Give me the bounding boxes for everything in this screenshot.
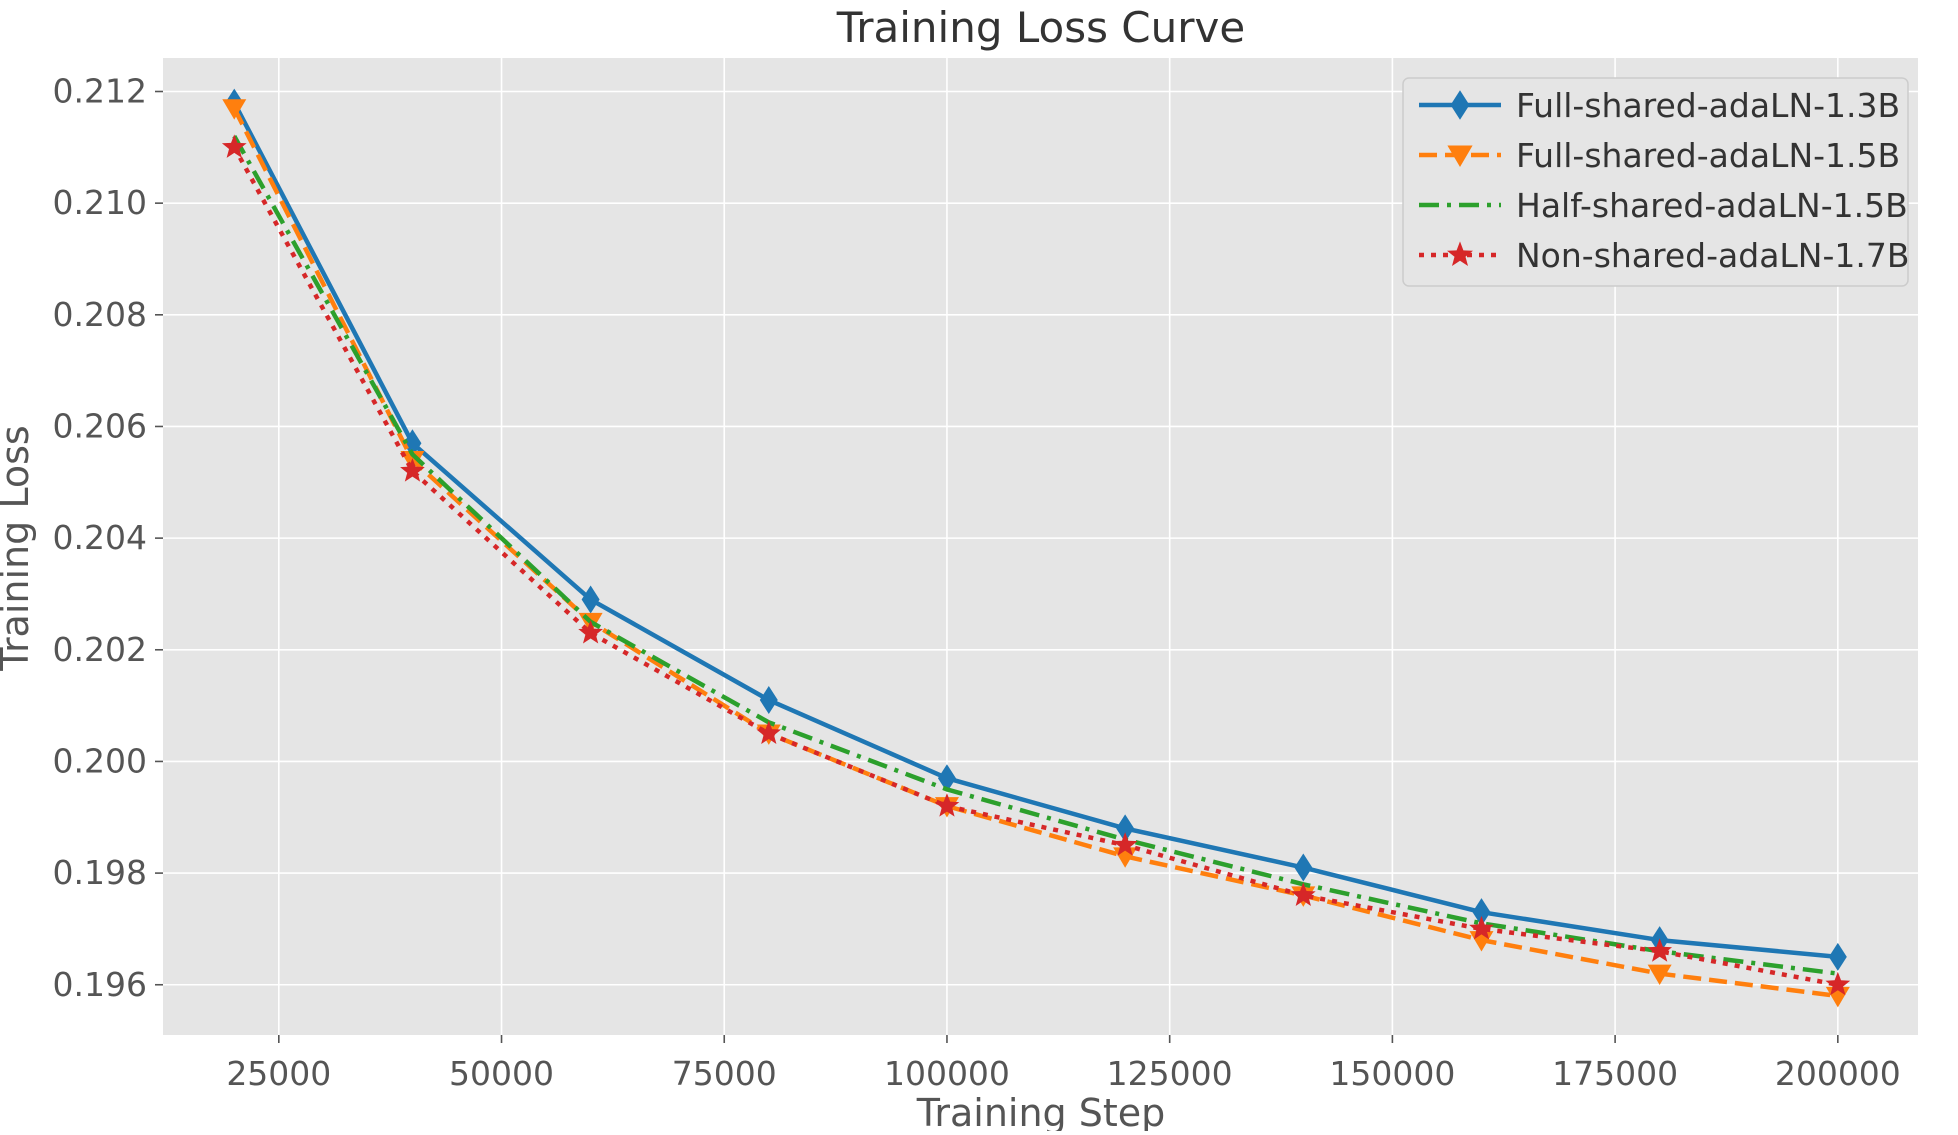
x-tick-label: 25000 (226, 1054, 331, 1093)
y-tick-label: 0.196 (53, 965, 147, 1004)
x-tick-label: 50000 (449, 1054, 554, 1093)
series-line (232, 101, 1839, 960)
y-tick-label: 0.206 (53, 406, 147, 445)
data-point (1647, 964, 1672, 985)
legend-item: Non-shared-adaLN-1.7B (1419, 236, 1910, 275)
x-tick-label: 125000 (1107, 1054, 1233, 1093)
y-tick-label: 0.200 (53, 741, 147, 780)
data-point (1828, 942, 1847, 971)
legend: Full-shared-adaLN-1.3B Full-shared-adaLN-… (1402, 77, 1910, 287)
legend-item: Full-shared-adaLN-1.5B (1419, 136, 1900, 175)
chart-title: Training Loss Curve (836, 3, 1245, 52)
y-tick-label: 0.204 (53, 518, 147, 557)
y-tick-label: 0.202 (53, 630, 147, 669)
x-tick-label: 100000 (884, 1054, 1010, 1093)
series-layer (221, 88, 1851, 1008)
legend-label: Half-shared-adaLN-1.5B (1516, 186, 1908, 225)
data-point (1294, 853, 1313, 882)
x-axis-ticks: 25000 50000 75000 100000 125000 150000 175000 2… (226, 1035, 1901, 1093)
data-point (1469, 915, 1494, 940)
x-tick-label: 200000 (1775, 1054, 1901, 1093)
data-point (1450, 90, 1470, 120)
legend-label: Full-shared-adaLN-1.5B (1516, 136, 1900, 175)
data-point (400, 458, 425, 482)
data-point (934, 793, 960, 817)
data-point (222, 99, 247, 120)
x-tick-label: 175000 (1552, 1054, 1678, 1093)
y-tick-label: 0.212 (53, 71, 147, 110)
data-point (403, 429, 422, 458)
x-tick-label: 75000 (672, 1054, 777, 1093)
data-point (1447, 241, 1473, 267)
legend-box (1402, 77, 1909, 287)
legend-label: Non-shared-adaLN-1.7B (1516, 236, 1910, 275)
y-tick-label: 0.208 (53, 295, 147, 334)
data-point (1825, 971, 1851, 996)
y-axis-ticks: 0.196 0.198 0.200 0.202 0.204 0.206 0.208 0.210… (53, 71, 163, 1004)
data-point (1647, 938, 1673, 962)
x-tick-label: 150000 (1329, 1054, 1455, 1093)
series-half-shared-adaln-1.5b (232, 135, 1839, 976)
data-point (759, 686, 778, 715)
data-point (937, 764, 956, 793)
series-line (232, 146, 1839, 987)
series-full-shared-adaln-1.3b (225, 88, 1847, 971)
x-axis-label: Training Step (916, 1091, 1166, 1131)
series-line (232, 135, 1839, 976)
legend-item: Full-shared-adaLN-1.3B (1419, 86, 1900, 125)
data-point (221, 134, 247, 158)
data-point (1116, 814, 1135, 843)
legend-item: Half-shared-adaLN-1.5B (1419, 186, 1908, 225)
series-line (232, 107, 1839, 999)
y-axis-label: Training Loss (0, 425, 37, 671)
data-point (1447, 145, 1473, 167)
y-tick-label: 0.198 (53, 853, 147, 892)
data-point (756, 720, 782, 745)
data-point (581, 585, 600, 614)
legend-label: Full-shared-adaLN-1.3B (1516, 86, 1900, 125)
data-point (578, 620, 603, 644)
data-point (1290, 882, 1316, 906)
series-non-shared-adaln-1.7b (221, 134, 1851, 996)
data-point (1112, 832, 1138, 856)
data-point (1472, 898, 1491, 927)
y-tick-label: 0.210 (53, 183, 147, 222)
